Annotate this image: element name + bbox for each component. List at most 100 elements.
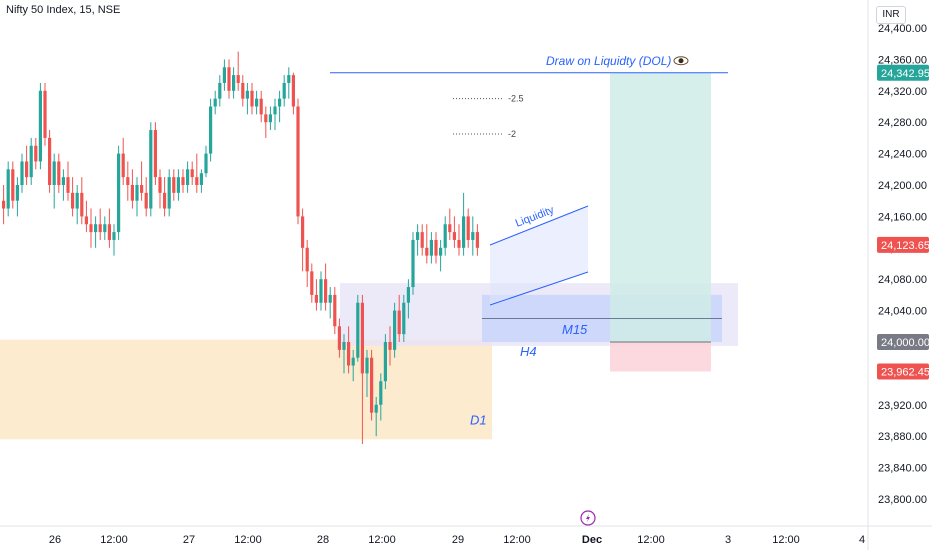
time-tick: 12:00: [368, 534, 396, 546]
stop-zone: [610, 342, 711, 372]
target-zone: [610, 72, 711, 343]
candle-body: [6, 169, 10, 209]
candle-body: [181, 177, 185, 185]
candle-body: [80, 192, 84, 217]
price-badge-stop[interactable]: 23,962.45: [877, 363, 930, 380]
candle-body: [360, 302, 364, 374]
candle-body: [227, 67, 231, 91]
candle-body: [38, 90, 42, 162]
candle-body: [195, 177, 199, 185]
eye-icon: [673, 56, 689, 66]
zones-layer: [0, 72, 738, 440]
candle-body: [167, 177, 171, 209]
candle-body: [259, 98, 263, 115]
candle-body: [333, 294, 337, 327]
price-axis[interactable]: 24,400.00 24,360.00 24,320.00 24,280.00 24,2…: [867, 0, 930, 550]
candle-body: [190, 169, 194, 178]
candle-body: [135, 185, 139, 201]
candle-body: [94, 224, 98, 233]
candle-body: [149, 130, 153, 209]
candle-body: [140, 185, 144, 193]
candle-body: [457, 239, 461, 248]
candle-body: [250, 90, 254, 107]
candle-body: [218, 82, 222, 99]
candle-body: [328, 294, 332, 303]
candle-body: [429, 239, 433, 256]
price-badge-last[interactable]: 24,123.65: [877, 236, 930, 253]
candle-body: [199, 173, 203, 185]
candle-body: [245, 90, 249, 99]
candle-body: [452, 232, 456, 240]
candle-body: [374, 404, 378, 413]
candle-body: [66, 177, 70, 193]
time-tick: 12:00: [100, 534, 128, 546]
price-tick: 24,200.00: [878, 180, 927, 192]
svg-text:23,962.45: 23,962.45: [881, 366, 930, 378]
candle-body: [84, 216, 88, 225]
price-tick: 24,080.00: [878, 274, 927, 286]
candle-body: [2, 200, 6, 209]
price-badge-entry[interactable]: 24,000.00: [877, 334, 930, 350]
candle-body: [172, 177, 176, 193]
candle-body: [71, 192, 75, 209]
price-badge-target[interactable]: 24,342.95: [877, 64, 930, 81]
candle-body: [475, 232, 479, 248]
svg-text:24,123.65: 24,123.65: [881, 240, 930, 252]
candle-body: [406, 287, 410, 303]
candle-body: [342, 342, 346, 350]
candle-body: [314, 294, 318, 303]
candle-body: [291, 75, 295, 107]
candle-body: [471, 232, 475, 240]
time-tick: 27: [183, 534, 195, 546]
price-tick: 24,240.00: [878, 149, 927, 161]
candle-body: [324, 279, 328, 303]
candle-body: [379, 381, 383, 405]
symbol-title[interactable]: Nifty 50 Index, 15, NSE: [6, 4, 121, 16]
candle-body: [158, 177, 162, 193]
candle-body: [425, 247, 429, 256]
candle-body: [356, 302, 360, 358]
d1-label: D1: [470, 412, 487, 427]
candle-body: [61, 177, 65, 185]
lightning-icon[interactable]: [580, 510, 596, 526]
candle-body: [34, 145, 38, 162]
overlays-layer: Draw on Liquidty (DOL)-2.5-2LiquidityM15…: [330, 54, 728, 526]
candle-body: [112, 232, 116, 240]
candle-body: [393, 310, 397, 350]
candle-body: [176, 177, 180, 193]
time-tick: 12:00: [234, 534, 262, 546]
time-tick: 3: [725, 534, 731, 546]
liquidity-lower-line: [489, 271, 589, 306]
candle-body: [52, 161, 56, 185]
candle-body: [222, 67, 226, 83]
candle-body: [397, 310, 401, 335]
candles-layer: [2, 51, 479, 445]
candle-body: [278, 98, 282, 107]
candle-body: [163, 192, 167, 209]
price-tick: 24,160.00: [878, 211, 927, 223]
liquidity-upper-line: [489, 205, 589, 246]
candle-body: [365, 357, 369, 374]
candle-body: [121, 153, 125, 178]
candle-body: [107, 224, 111, 240]
candle-body: [103, 224, 107, 233]
candle-body: [383, 342, 387, 382]
candle-body: [301, 216, 305, 248]
candle-body: [420, 232, 424, 248]
candle-body: [98, 224, 102, 233]
candle-body: [347, 342, 351, 366]
candle-body: [15, 185, 19, 201]
candle-body: [439, 247, 443, 256]
currency-button[interactable]: INR: [876, 6, 906, 24]
candle-body: [287, 75, 291, 83]
candle-body: [25, 161, 29, 178]
candle-body: [29, 145, 33, 178]
candle-body: [337, 326, 341, 350]
candle-body: [241, 82, 245, 99]
candle-body: [370, 357, 374, 413]
time-tick: 12:00: [503, 534, 531, 546]
time-axis[interactable]: 26 12:00 27 12:00 28 12:00 29 12:00 Dec 12:00 3 12:…: [0, 525, 932, 546]
candle-body: [351, 357, 355, 366]
candle-body: [255, 98, 259, 107]
